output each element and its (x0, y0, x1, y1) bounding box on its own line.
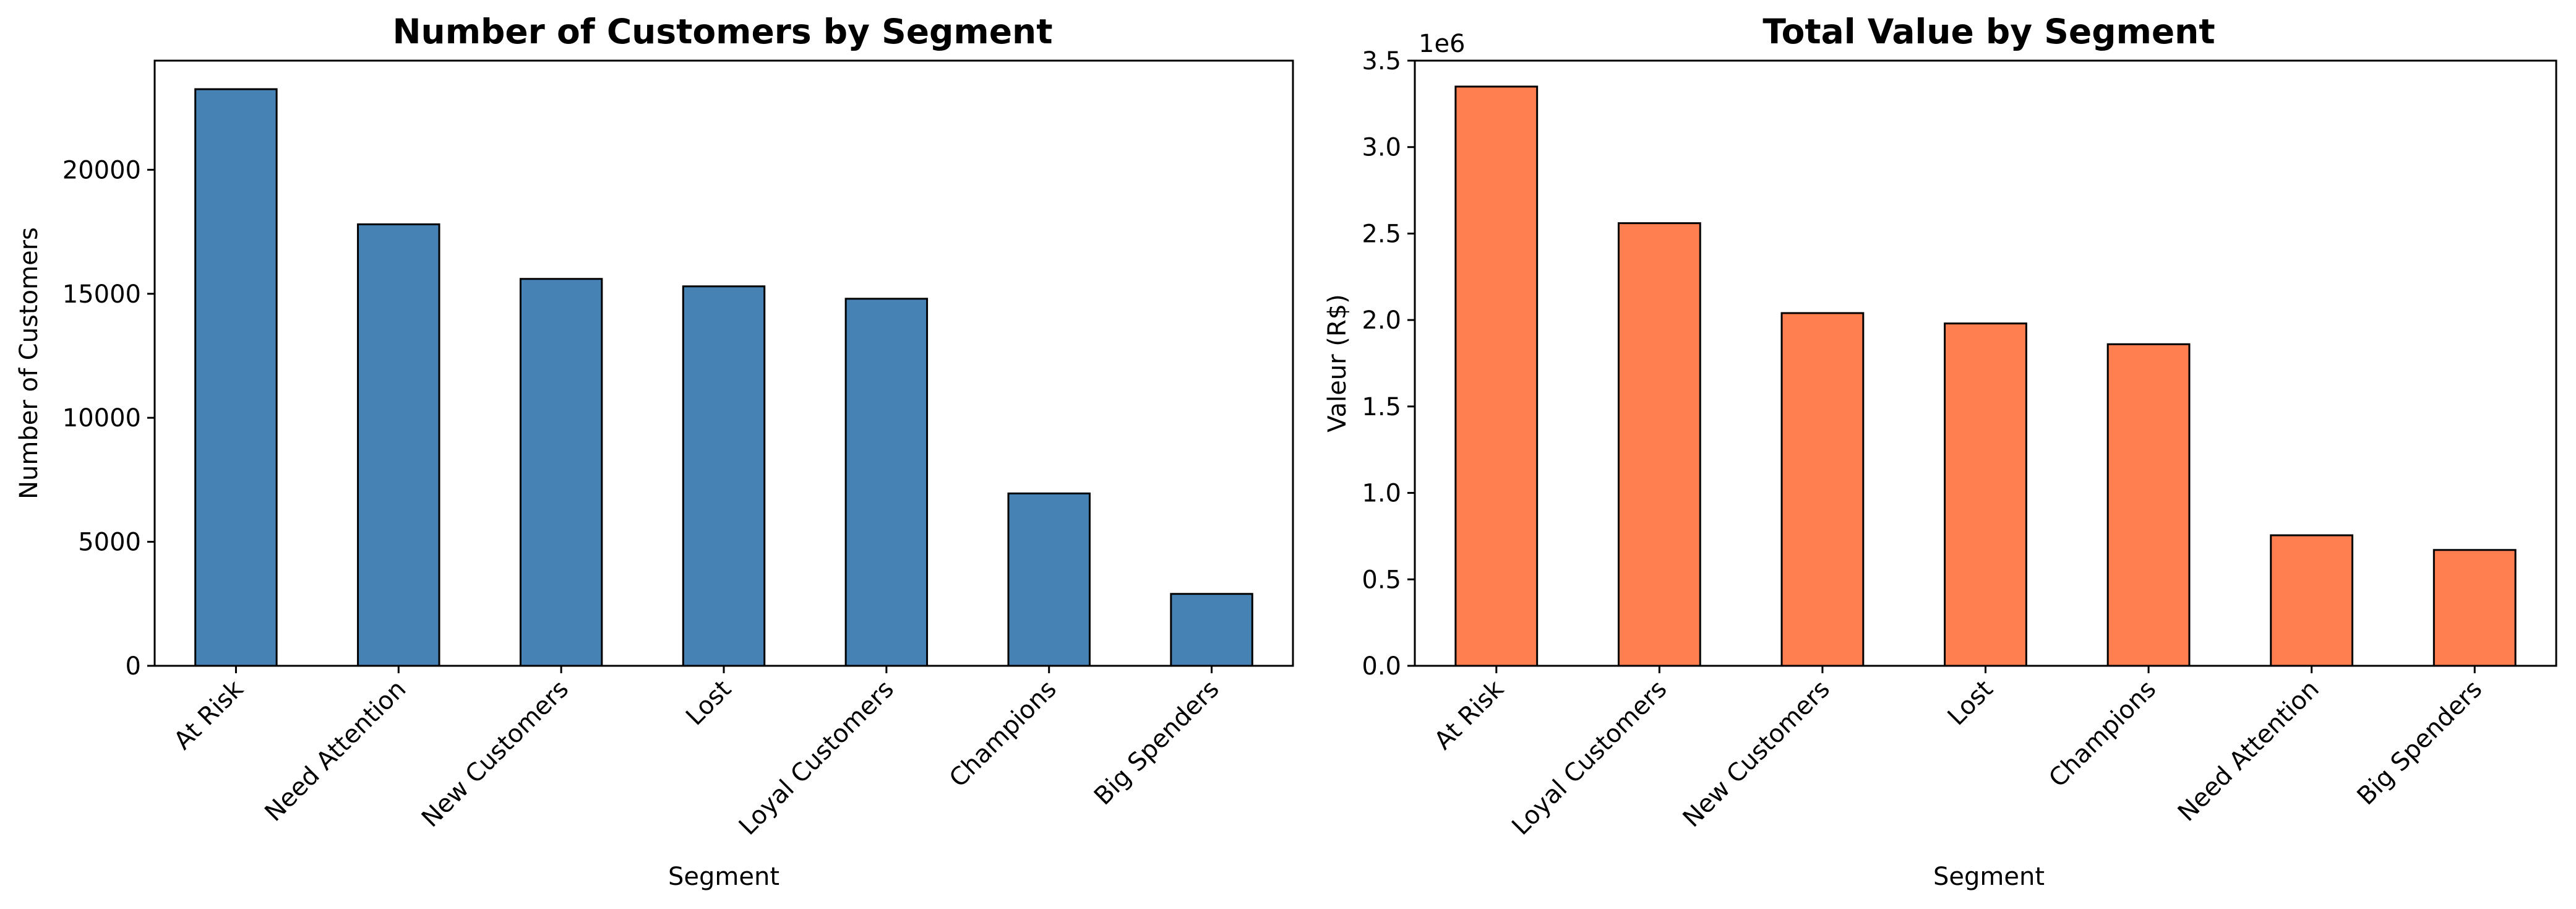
x-tick-label: Lost (680, 675, 737, 731)
x-tick-label: Big Spenders (1089, 675, 1225, 811)
x-tick-label: Need Attention (2173, 675, 2325, 827)
y-tick-label: 0.0 (1362, 652, 1401, 681)
y-tick-label: 15000 (62, 280, 141, 309)
bar (844, 298, 929, 667)
bar (2270, 534, 2354, 667)
bar (194, 88, 278, 667)
chart-title: Total Value by Segment (1762, 12, 2215, 51)
bar (357, 223, 440, 667)
plot-frame (153, 59, 1294, 667)
y-ticks: 0 5000 10000 15000 20000 (62, 156, 155, 681)
x-axis-label: Segment (668, 863, 779, 891)
bar (2106, 343, 2191, 667)
y-ticks: 0.0 0.5 1.0 1.5 2.0 2.5 3.0 3.5 (1362, 47, 1415, 681)
x-tick-label: Loyal Customers (734, 675, 899, 841)
x-tick-label: Loyal Customers (1506, 675, 1672, 841)
y-tick-label: 10000 (62, 404, 141, 433)
bar (1780, 312, 1865, 667)
y-tick-label: 3.5 (1362, 47, 1401, 75)
x-tick-label: Lost (1943, 675, 1999, 731)
bar (519, 278, 603, 667)
bar (1007, 492, 1091, 667)
x-tick-label: New Customers (416, 675, 574, 833)
x-ticks: At Risk Need Attention New Customers LostLo… (168, 666, 1225, 841)
x-tick-label: At Risk (1429, 674, 1510, 756)
y-tick-label: 3.0 (1362, 134, 1401, 162)
bar (682, 285, 766, 667)
bar (1617, 222, 1701, 667)
y-tick-label: 1.0 (1362, 480, 1401, 508)
x-tick-label: Need Attention (259, 675, 411, 827)
bar (1944, 322, 2027, 667)
x-tick-label: At Risk (168, 674, 249, 756)
y-tick-label: 20000 (62, 156, 141, 184)
chart-title: Number of Customers by Segment (393, 12, 1053, 51)
y-tick-label: 1.5 (1362, 393, 1401, 421)
x-tick-label: Champions (2043, 675, 2162, 793)
bar (2432, 549, 2517, 667)
y-offset-label: 1e6 (1419, 30, 1466, 58)
x-tick-label: Big Spenders (2352, 675, 2488, 811)
y-tick-label: 2.0 (1362, 306, 1401, 335)
y-tick-label: 5000 (78, 528, 141, 557)
x-tick-label: Champions (944, 675, 1062, 793)
customers-by-segment-chart: Number of Customers by Segment At Risk Ne… (15, 12, 1294, 891)
bars (1454, 85, 2517, 667)
x-axis-label: Segment (1933, 863, 2045, 891)
x-tick-label: New Customers (1678, 675, 1835, 833)
bars (194, 88, 1253, 667)
y-tick-label: 0 (126, 652, 141, 681)
bar (1454, 85, 1539, 667)
y-tick-label: 0.5 (1362, 566, 1401, 594)
y-tick-label: 2.5 (1362, 220, 1401, 248)
plot-frame (1414, 59, 2557, 667)
bar (1170, 593, 1253, 667)
y-axis-label: Number of Customers (15, 227, 43, 499)
y-axis-label: Valeur (R$) (1323, 294, 1352, 432)
